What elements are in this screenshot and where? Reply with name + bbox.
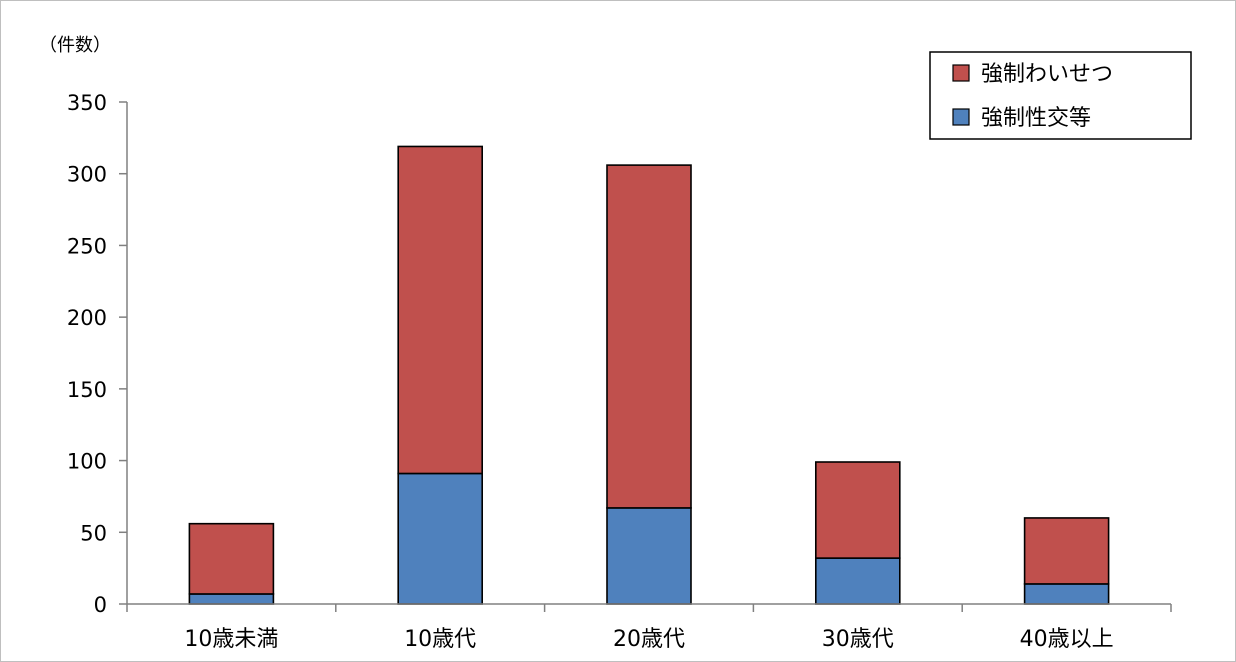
legend-swatch bbox=[952, 108, 970, 126]
y-tick-label: 250 bbox=[67, 234, 107, 258]
bar-segment-blue bbox=[1023, 583, 1110, 605]
bar-segment-red bbox=[1023, 517, 1110, 585]
bar-segment-blue bbox=[188, 593, 275, 605]
bar-group bbox=[188, 145, 1110, 605]
y-tick-label: 0 bbox=[94, 593, 107, 617]
y-tick-label: 150 bbox=[67, 378, 107, 402]
bar-segment-blue bbox=[606, 507, 692, 605]
legend-label: 強制わいせつ bbox=[981, 62, 1113, 87]
y-axis-ticks: 0 50 100 150 200 250 300 350 bbox=[67, 91, 127, 617]
bar-segment-red bbox=[814, 461, 901, 559]
y-axis-unit-label: （件数） bbox=[39, 35, 111, 56]
legend-swatch bbox=[952, 64, 970, 82]
x-category-label: 20歳代 bbox=[613, 627, 685, 652]
x-category-label: 10歳代 bbox=[404, 627, 476, 652]
bar-segment-red bbox=[188, 522, 275, 595]
bar-segment-blue bbox=[397, 472, 484, 605]
bar-segment-red bbox=[606, 164, 692, 509]
x-category-label: 30歳代 bbox=[822, 627, 894, 652]
y-tick-label: 300 bbox=[67, 163, 107, 187]
y-tick-label: 100 bbox=[67, 450, 107, 474]
x-category-label: 10歳未満 bbox=[184, 627, 278, 652]
y-tick-label: 200 bbox=[67, 306, 107, 330]
legend-label: 強制性交等 bbox=[981, 106, 1091, 131]
x-category-label: 40歳以上 bbox=[1020, 627, 1114, 652]
x-axis-labels: 10歳未満 10歳代 20歳代 30歳代 40歳以上 bbox=[184, 627, 1113, 652]
bar-segment-red bbox=[397, 145, 484, 475]
y-tick-label: 350 bbox=[67, 91, 107, 115]
y-tick-label: 50 bbox=[80, 521, 107, 545]
bar-segment-blue bbox=[814, 557, 901, 605]
axes bbox=[126, 102, 1172, 612]
legend-box bbox=[929, 51, 1192, 140]
